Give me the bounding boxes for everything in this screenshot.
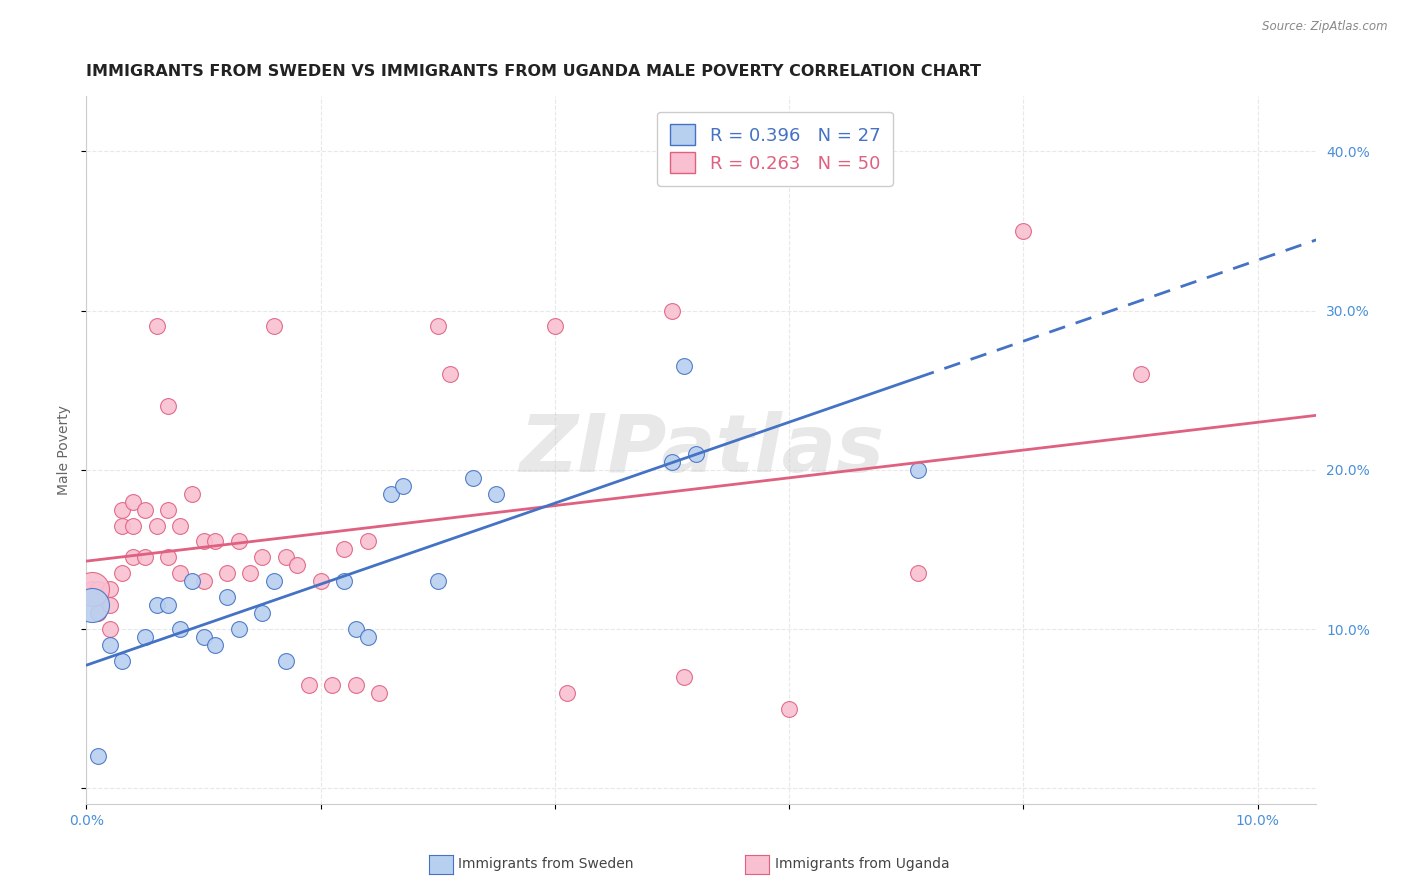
- Point: [87, 582, 110, 597]
- Point: [285, 558, 308, 573]
- Point: [263, 574, 285, 589]
- Point: [685, 447, 707, 461]
- Point: [907, 566, 929, 581]
- Point: [672, 670, 695, 684]
- Point: [98, 622, 121, 636]
- Point: [333, 542, 356, 557]
- Point: [250, 606, 273, 620]
- Point: [204, 534, 226, 549]
- Point: [180, 486, 202, 500]
- Point: [157, 399, 180, 413]
- Point: [426, 574, 449, 589]
- Point: [298, 678, 321, 692]
- Point: [157, 550, 180, 565]
- Point: [98, 598, 121, 612]
- Text: IMMIGRANTS FROM SWEDEN VS IMMIGRANTS FROM UGANDA MALE POVERTY CORRELATION CHART: IMMIGRANTS FROM SWEDEN VS IMMIGRANTS FRO…: [86, 64, 981, 79]
- Point: [661, 303, 683, 318]
- Point: [1012, 224, 1035, 238]
- Point: [122, 550, 145, 565]
- Point: [356, 534, 378, 549]
- Point: [98, 582, 121, 597]
- Point: [82, 582, 104, 597]
- Point: [274, 550, 297, 565]
- Point: [110, 518, 132, 533]
- Point: [82, 598, 104, 612]
- Point: [661, 455, 683, 469]
- Text: Immigrants from Sweden: Immigrants from Sweden: [458, 857, 634, 871]
- Point: [215, 566, 238, 581]
- Point: [87, 590, 110, 604]
- Text: Immigrants from Uganda: Immigrants from Uganda: [775, 857, 949, 871]
- Point: [485, 486, 508, 500]
- Point: [157, 598, 180, 612]
- Point: [110, 566, 132, 581]
- Point: [380, 486, 402, 500]
- Point: [145, 598, 167, 612]
- Point: [309, 574, 332, 589]
- Point: [228, 622, 250, 636]
- Point: [122, 494, 145, 508]
- Text: Source: ZipAtlas.com: Source: ZipAtlas.com: [1263, 20, 1388, 33]
- Point: [555, 686, 578, 700]
- Point: [239, 566, 262, 581]
- Point: [134, 502, 156, 516]
- Point: [672, 359, 695, 374]
- Point: [110, 502, 132, 516]
- Point: [145, 319, 167, 334]
- Point: [180, 574, 202, 589]
- Point: [321, 678, 343, 692]
- Point: [193, 630, 215, 644]
- Point: [1129, 368, 1152, 382]
- Point: [134, 550, 156, 565]
- Point: [344, 678, 367, 692]
- Point: [157, 502, 180, 516]
- Point: [274, 654, 297, 668]
- Point: [87, 606, 110, 620]
- Point: [461, 471, 484, 485]
- Point: [98, 638, 121, 652]
- Point: [193, 574, 215, 589]
- Point: [778, 701, 800, 715]
- Legend: R = 0.396   N = 27, R = 0.263   N = 50: R = 0.396 N = 27, R = 0.263 N = 50: [658, 112, 893, 186]
- Point: [145, 518, 167, 533]
- Point: [228, 534, 250, 549]
- Point: [169, 622, 191, 636]
- Point: [87, 749, 110, 764]
- Point: [204, 638, 226, 652]
- Y-axis label: Male Poverty: Male Poverty: [58, 405, 72, 495]
- Point: [344, 622, 367, 636]
- Point: [193, 534, 215, 549]
- Point: [134, 630, 156, 644]
- Point: [250, 550, 273, 565]
- Point: [391, 479, 413, 493]
- Point: [356, 630, 378, 644]
- Point: [122, 518, 145, 533]
- Text: ZIPatlas: ZIPatlas: [519, 411, 884, 489]
- Point: [110, 654, 132, 668]
- Point: [426, 319, 449, 334]
- Point: [215, 590, 238, 604]
- Point: [544, 319, 567, 334]
- Point: [439, 368, 461, 382]
- Point: [907, 463, 929, 477]
- Point: [368, 686, 391, 700]
- Point: [169, 566, 191, 581]
- Point: [333, 574, 356, 589]
- Point: [169, 518, 191, 533]
- Point: [263, 319, 285, 334]
- Point: [82, 582, 104, 597]
